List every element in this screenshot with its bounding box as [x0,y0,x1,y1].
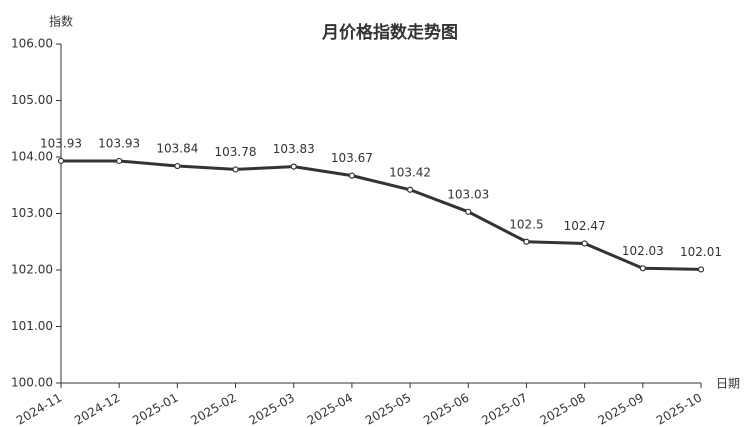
data-label: 103.83 [273,142,315,156]
point [232,166,239,173]
x-tick-label: 2025-02 [188,391,238,427]
y-tick-label: 103.00 [11,206,53,220]
point [290,163,297,170]
x-tick-label: 2024-12 [72,391,122,427]
point [581,240,588,247]
point [465,208,472,215]
y-axis-label: 指数 [49,14,73,29]
point [348,172,356,179]
point [116,157,123,165]
x-tick-label: 2025-03 [247,391,297,427]
data-label: 102.03 [622,244,664,258]
x-tick-label: 2025-09 [596,391,646,427]
point [697,266,705,273]
data-label: 103.03 [447,187,489,201]
point [639,265,646,272]
point [406,186,414,193]
point [523,238,530,245]
data-label: 102.5 [509,217,543,231]
y-tick-label: 106.00 [11,37,53,51]
y-tick-label: 105.00 [11,93,53,107]
y-tick-label: 102.00 [11,263,53,277]
x-tick-label: 2024-11 [14,391,64,427]
y-tick-label: 104.00 [11,150,53,164]
x-tick-label: 2025-05 [363,391,413,427]
data-label: 102.01 [680,245,722,259]
data-label: 102.47 [564,219,606,233]
data-label: 103.93 [40,136,82,150]
x-tick-label: 2025-04 [305,391,355,427]
point [57,157,65,165]
line [61,159,702,271]
data-label: 103.78 [215,145,257,159]
data-label: 103.42 [389,165,431,179]
x-tick-label: 2025-07 [479,391,529,427]
x-tick-label: 2025-08 [537,391,587,427]
x-tick-label: 2025-10 [654,391,704,427]
x-tick-label: 2025-01 [130,391,180,427]
chart-title: 月价格指数走势图 [321,22,458,43]
data-label: 103.93 [98,136,140,150]
data-label: 103.67 [331,151,373,165]
data-label: 103.84 [156,142,198,156]
y-tick-label: 101.00 [11,319,53,333]
y-tick-label: 100.00 [11,376,53,390]
x-tick-label: 2025-06 [421,391,471,427]
point [174,162,181,170]
x-axis-label: 日期 [716,377,740,391]
